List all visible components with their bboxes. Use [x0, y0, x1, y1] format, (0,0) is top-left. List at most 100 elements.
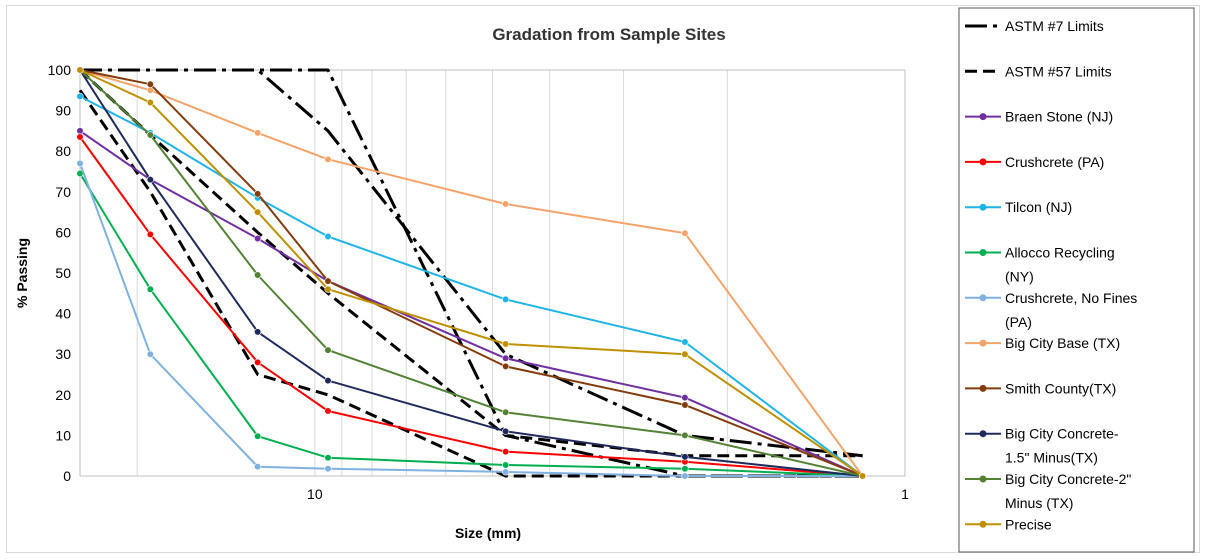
legend-label: 1.5" Minus(TX)	[1005, 450, 1098, 466]
legend-item: Big City Concrete-2" Minus (TX)	[965, 471, 1131, 511]
legend-item: ASTM #7 Limits	[965, 18, 1104, 34]
legend-label: Big City Concrete-	[1005, 426, 1119, 442]
data-point	[858, 472, 867, 480]
legend-label: Minus (TX)	[1005, 495, 1073, 511]
legend-label: Crushcrete, No Fines	[1005, 290, 1137, 306]
legend-marker	[979, 158, 987, 166]
data-point	[502, 200, 510, 208]
y-tick-label: 70	[55, 184, 71, 200]
legend-marker	[979, 384, 987, 392]
data-point	[254, 271, 262, 279]
y-tick-label: 80	[55, 143, 71, 159]
data-point	[146, 98, 154, 107]
data-point	[502, 427, 510, 435]
data-point	[324, 232, 332, 241]
data-point	[254, 234, 262, 243]
series-crushcrete-pa-	[76, 133, 867, 480]
data-point	[324, 285, 332, 293]
chart-title: Gradation from Sample Sites	[492, 25, 725, 44]
legend-label: Big City Concrete-2"	[1005, 471, 1131, 487]
data-point	[502, 468, 510, 476]
data-point	[324, 407, 332, 415]
legend-label: Braen Stone (NJ)	[1005, 109, 1113, 125]
data-point	[502, 362, 510, 370]
legend-item: Big City Concrete- 1.5" Minus(TX)	[965, 426, 1119, 466]
series-astm-57-limits	[78, 68, 863, 458]
series-line	[80, 68, 863, 458]
data-point	[502, 408, 510, 416]
series-line	[79, 172, 863, 477]
data-point	[324, 155, 332, 163]
legend-label: Allocco Recycling	[1005, 245, 1115, 261]
data-point	[502, 448, 510, 456]
data-point	[146, 80, 154, 88]
legend-item: Precise	[965, 516, 1052, 532]
data-point	[76, 159, 84, 167]
data-point	[502, 295, 510, 303]
x-tick-label: 10	[307, 486, 323, 502]
y-tick-label: 90	[55, 103, 71, 119]
y-tick-label: 60	[55, 224, 71, 240]
y-tick-label: 30	[55, 346, 71, 362]
data-point	[324, 346, 332, 354]
legend-marker	[979, 520, 987, 528]
data-point	[146, 176, 154, 184]
data-point	[681, 394, 689, 402]
legend-marker	[979, 475, 987, 483]
data-point	[681, 472, 689, 480]
series-astm-57-limits	[78, 89, 863, 478]
legend-marker	[979, 294, 987, 302]
data-point	[681, 465, 689, 473]
data-point	[502, 461, 510, 469]
legend-marker	[979, 430, 987, 438]
legend-item: ASTM #57 Limits	[965, 63, 1112, 79]
series-line	[78, 68, 863, 458]
series-precise	[76, 66, 867, 480]
legend-item: Big City Base (TX)	[965, 335, 1120, 351]
series-astm-7-limits	[80, 68, 863, 458]
legend-item: Crushcrete (PA)	[965, 154, 1104, 170]
legend-label: Crushcrete (PA)	[1005, 154, 1104, 170]
y-axis-label: % Passing	[14, 238, 30, 308]
data-point	[681, 401, 689, 409]
data-point	[254, 432, 262, 440]
data-point	[76, 66, 84, 74]
data-point	[76, 127, 84, 135]
data-point	[254, 463, 262, 471]
y-tick-label: 100	[48, 62, 72, 78]
data-point	[76, 133, 84, 141]
legend-item: Braen Stone (NJ)	[965, 109, 1113, 125]
legend-label: (NY)	[1005, 269, 1034, 285]
series-lines	[76, 66, 867, 480]
data-point	[324, 376, 332, 385]
data-point	[502, 354, 510, 362]
legend-item: Tilcon (NJ)	[965, 199, 1072, 215]
series-allocco-recycling-ny-	[76, 169, 867, 480]
x-tick-labels: 10 1	[307, 486, 909, 502]
series-line	[79, 95, 864, 477]
data-point	[146, 350, 154, 358]
legend-label: ASTM #57 Limits	[1005, 63, 1112, 79]
chart-frame	[6, 5, 1200, 553]
legend-marker	[979, 339, 987, 347]
data-point	[254, 190, 262, 198]
y-tick-labels: 0 10 20 30 40 50 60 70 80 90 100	[48, 62, 72, 484]
y-tick-label: 10	[55, 427, 71, 443]
data-point	[681, 350, 689, 358]
legend: ASTM #7 Limits ASTM #57 Limits Braen Stone…	[965, 18, 1137, 532]
x-tick-label: 1	[901, 486, 909, 502]
legend-box	[958, 7, 1195, 553]
legend-label: ASTM #7 Limits	[1005, 18, 1104, 34]
legend-marker	[979, 249, 987, 256]
data-point	[324, 277, 332, 285]
data-point	[254, 358, 262, 366]
legend-marker	[979, 203, 987, 211]
data-point	[146, 230, 154, 239]
data-point	[146, 131, 154, 139]
y-tick-label: 20	[55, 387, 71, 403]
data-point	[681, 229, 689, 237]
data-point	[146, 285, 154, 293]
y-tick-label: 40	[55, 306, 71, 322]
data-point	[502, 340, 510, 348]
